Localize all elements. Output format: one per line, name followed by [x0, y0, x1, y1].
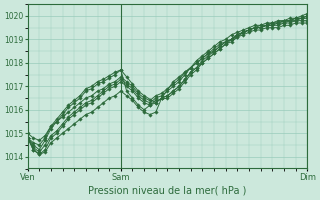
X-axis label: Pression niveau de la mer( hPa ): Pression niveau de la mer( hPa ): [88, 186, 247, 196]
